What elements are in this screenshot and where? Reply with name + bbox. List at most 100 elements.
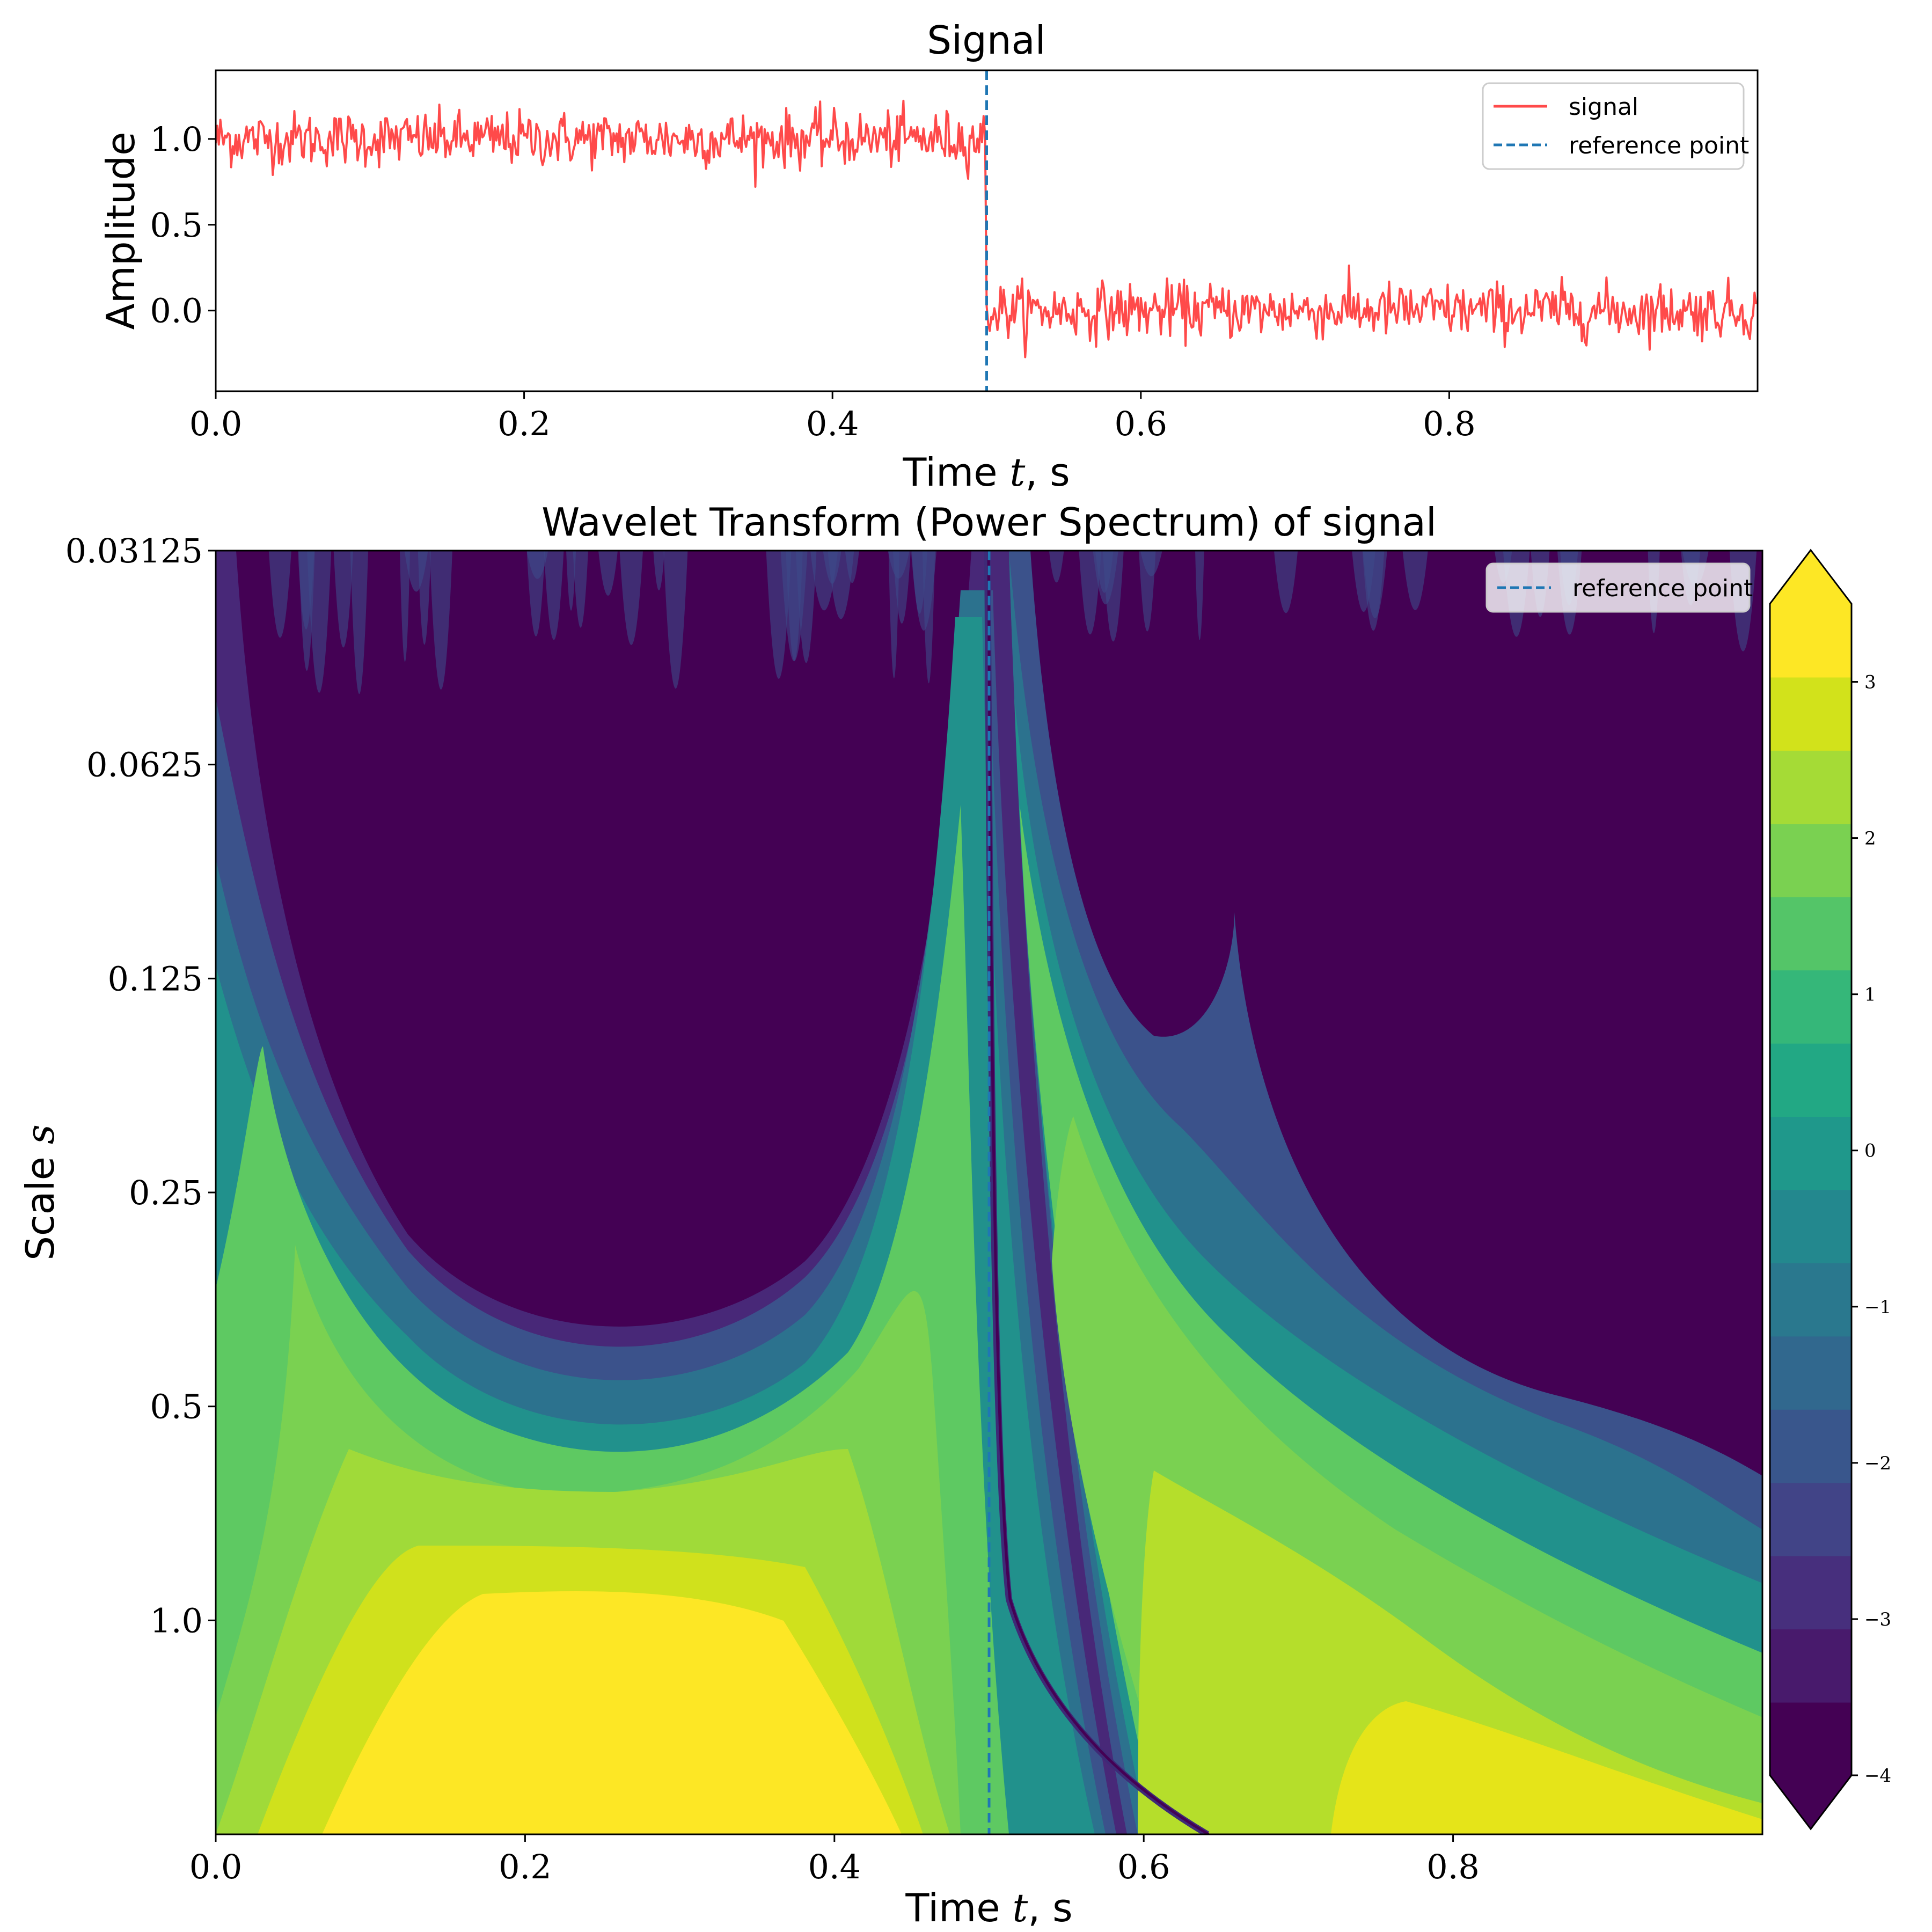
heatmap-striation xyxy=(892,551,911,624)
y-tick-label: 0.5 xyxy=(150,1387,203,1426)
heatmap-striation xyxy=(653,551,665,591)
colorbar-level xyxy=(1770,750,1851,824)
wavelet-legend: reference point xyxy=(1485,562,1753,613)
heatmap-striation xyxy=(1049,551,1064,583)
signal-line xyxy=(216,99,1758,358)
y-tick-label: 0.0625 xyxy=(86,745,203,785)
wavelet-title: Wavelet Transform (Power Spectrum) of si… xyxy=(541,500,1437,545)
heatmap-striation xyxy=(1079,551,1102,635)
heatmap-striation xyxy=(298,551,315,671)
signal-x-axis-label: Time t, s xyxy=(902,450,1070,495)
heatmap-striation xyxy=(526,551,545,636)
colorbar-frame xyxy=(1769,548,1853,1831)
heatmap-striation xyxy=(766,551,792,679)
colorbar-level xyxy=(1770,1555,1851,1630)
signal-legend-label: signal xyxy=(1569,93,1638,121)
colorbar-extend-min xyxy=(1770,1775,1851,1829)
heatmap-striation xyxy=(429,551,452,690)
signal-y-ticks: 0.0 0.5 1.0 xyxy=(150,120,216,331)
y-tick-label: 0.03125 xyxy=(65,531,203,570)
colorbar-tick-label: 0 xyxy=(1864,1140,1876,1162)
y-tick-label: 0.0 xyxy=(150,291,203,331)
heatmap-striation xyxy=(573,551,588,628)
wavelet-y-axis-label: Scale s xyxy=(18,1124,63,1261)
y-tick-label: 1.0 xyxy=(150,120,203,159)
signal-legend: signal reference point xyxy=(1482,82,1749,170)
x-tick-label: 0.6 xyxy=(1117,1847,1170,1886)
signal-y-axis-label: Amplitude xyxy=(98,132,143,330)
heatmap-ridge xyxy=(987,551,1210,1834)
colorbar-tick-label: −3 xyxy=(1864,1609,1891,1630)
colorbar-tick-label: 3 xyxy=(1864,672,1876,693)
x-tick-label: 0.0 xyxy=(189,1847,243,1886)
wavelet-legend-box xyxy=(1485,562,1751,613)
heatmap-striation xyxy=(911,551,937,631)
y-tick-label: 1.0 xyxy=(150,1601,203,1640)
heatmap-striation xyxy=(399,551,411,662)
colorbar-ticks: 3 2 1 0 −1 −2 −3 −4 xyxy=(1851,672,1891,1787)
y-tick-label: 0.25 xyxy=(129,1173,203,1212)
wavelet-legend-label: reference point xyxy=(1572,575,1753,602)
x-tick-label: 0.2 xyxy=(497,404,551,443)
colorbar-tick-label: −4 xyxy=(1864,1765,1891,1787)
heatmap-striation xyxy=(566,551,576,611)
reference-legend-label: reference point xyxy=(1569,132,1749,159)
colorbar-level xyxy=(1770,1336,1851,1410)
signal-plot-area xyxy=(216,70,1758,391)
colorbar-level xyxy=(1770,1409,1851,1483)
heatmap-band xyxy=(1138,1470,1762,1834)
heatmap-striation xyxy=(1402,551,1428,610)
wavelet-x-axis-label: Time t, s xyxy=(905,1885,1072,1930)
colorbar-tick-label: −1 xyxy=(1864,1297,1891,1318)
x-tick-label: 0.4 xyxy=(806,404,859,443)
heatmap-striation xyxy=(810,551,838,611)
wavelet-y-ticks: 0.03125 0.0625 0.125 0.25 0.5 1.0 xyxy=(65,531,216,1640)
heatmap-striation xyxy=(619,551,643,645)
heatmap-striation xyxy=(1363,551,1387,619)
heatmap-striation xyxy=(333,551,353,648)
heatmap-band xyxy=(322,1591,902,1834)
colorbar-level xyxy=(1770,1482,1851,1556)
x-tick-label: 0.8 xyxy=(1423,404,1476,443)
signal-axes: Signal 0.0 0.2 0.4 0.6 0.8 0.0 0.5 1.0 Time t,… xyxy=(98,18,1759,495)
signal-legend-box xyxy=(1482,82,1745,170)
colorbar-level xyxy=(1770,1116,1851,1190)
x-tick-label: 0.6 xyxy=(1114,404,1167,443)
heatmap-striation xyxy=(404,551,428,592)
heatmap-striation xyxy=(268,551,291,638)
colorbar-level xyxy=(1770,1629,1851,1703)
wavelet-heatmap xyxy=(216,551,1762,1834)
wavelet-x-ticks: 0.0 0.2 0.4 0.6 0.8 xyxy=(189,1834,1480,1886)
colorbar-level xyxy=(1770,823,1851,897)
colorbar-level xyxy=(1770,970,1851,1044)
y-tick-label: 0.5 xyxy=(150,206,203,245)
heatmap-striation xyxy=(1140,551,1162,576)
colorbar-tick-label: 2 xyxy=(1864,828,1876,850)
colorbar-level xyxy=(1770,896,1851,971)
signal-title: Signal xyxy=(927,18,1045,63)
colorbar-tick-label: 1 xyxy=(1864,984,1876,1006)
heatmap-striation xyxy=(1195,551,1204,640)
heatmap-striation xyxy=(350,551,369,694)
x-tick-label: 0.2 xyxy=(499,1847,552,1886)
heatmap-striation xyxy=(795,551,817,663)
colorbar xyxy=(1769,548,1853,1831)
signal-axes-frame xyxy=(215,69,1759,392)
colorbar-level xyxy=(1770,1262,1851,1337)
signal-x-ticks: 0.0 0.2 0.4 0.6 0.8 xyxy=(189,391,1476,443)
colorbar-level xyxy=(1770,677,1851,751)
colorbar-tick-label: −2 xyxy=(1864,1453,1891,1474)
heatmap-striation xyxy=(544,551,564,640)
x-tick-label: 0.0 xyxy=(189,404,243,443)
x-tick-label: 0.8 xyxy=(1426,1847,1480,1886)
y-tick-label: 0.125 xyxy=(108,959,203,998)
colorbar-level xyxy=(1770,1043,1851,1117)
colorbar-extend-max xyxy=(1770,550,1851,604)
colorbar-level xyxy=(1770,1189,1851,1263)
x-tick-label: 0.4 xyxy=(808,1847,861,1886)
wavelet-axes: Wavelet Transform (Power Spectrum) of si… xyxy=(18,500,1891,1930)
heatmap-striation xyxy=(598,551,618,596)
colorbar-level xyxy=(1770,1702,1851,1776)
heatmap-striation xyxy=(1274,551,1298,613)
